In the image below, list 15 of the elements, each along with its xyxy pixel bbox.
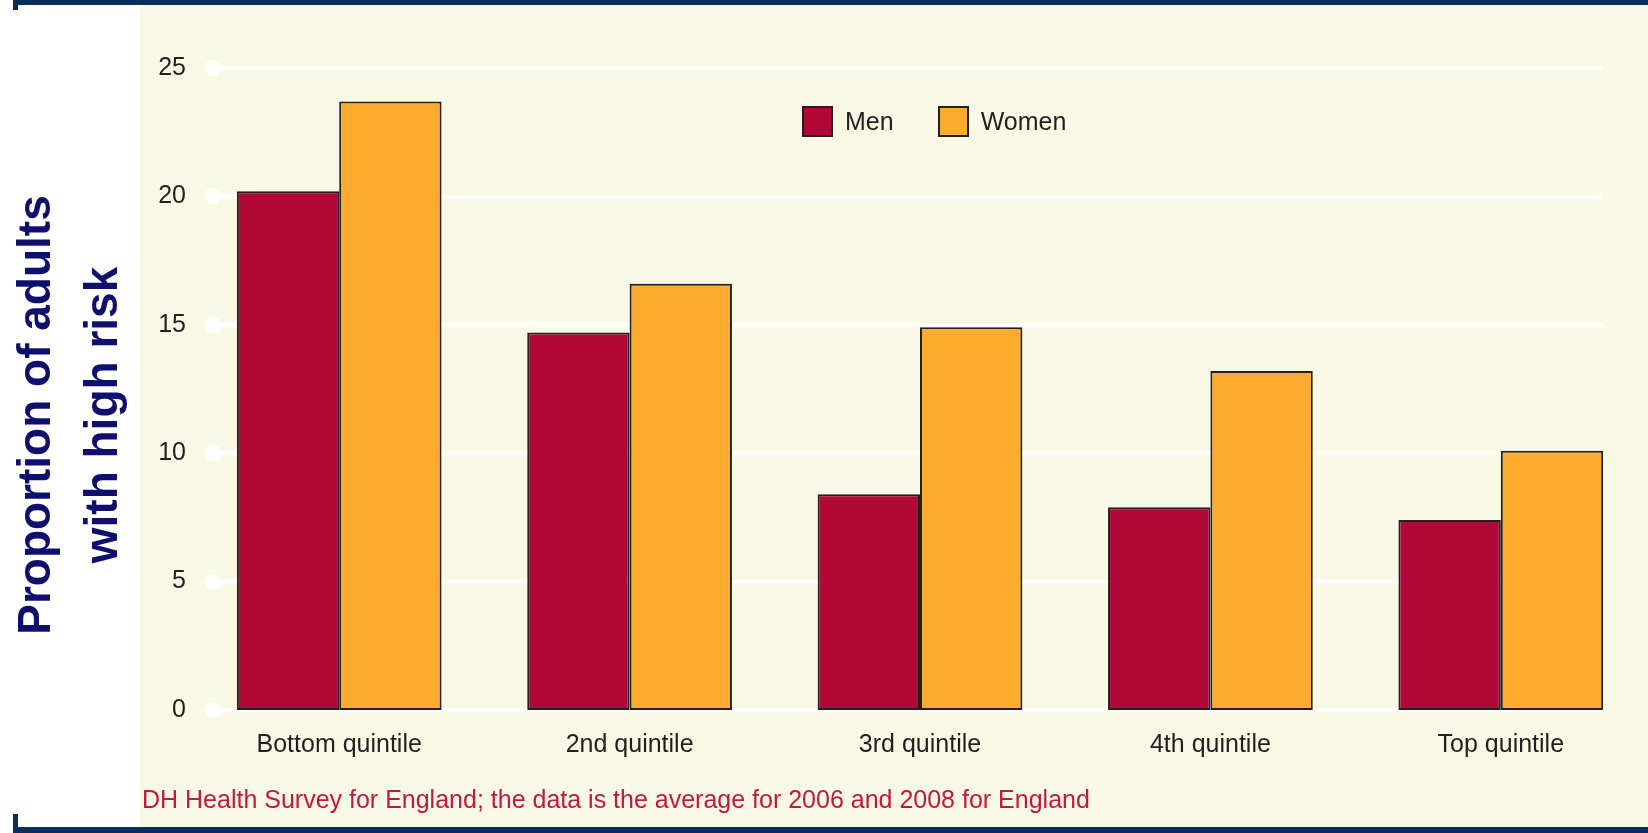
x-tick-label: 3rd quintile <box>858 728 982 757</box>
text: DH Health Survey for England; the data is the average for 2006 and 2008 for England <box>142 785 1090 813</box>
y-axis-title: Proportion of adults with high risk <box>7 194 128 637</box>
y-tick-label: 20 <box>158 180 186 209</box>
y-tick-label: 0 <box>172 693 186 722</box>
x-tick-label: 2nd quintile <box>565 728 694 757</box>
legend-label: Men <box>845 107 894 136</box>
x-tick-label: Top quintile <box>1437 728 1565 757</box>
y-tick-label: 15 <box>158 308 186 337</box>
x-tick-label: Bottom quintile <box>256 728 422 757</box>
y-tick-label: 10 <box>158 437 186 466</box>
y-tick-label: 5 <box>172 565 186 594</box>
x-tick-label: 4th quintile <box>1149 728 1271 757</box>
y-tick-label: 25 <box>158 51 186 80</box>
legend-label: Women <box>980 107 1067 136</box>
